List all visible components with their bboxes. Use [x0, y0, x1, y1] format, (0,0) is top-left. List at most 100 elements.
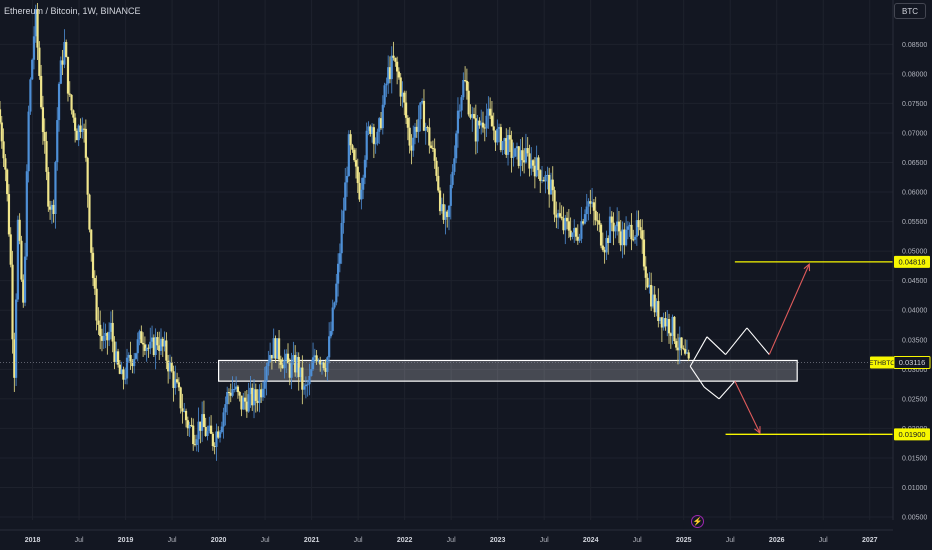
- candle-body: [424, 127, 427, 131]
- candle-body: [204, 426, 207, 436]
- candle-body: [265, 366, 268, 382]
- candle-body: [505, 138, 508, 155]
- candle-body: [2, 141, 5, 159]
- candle-body: [56, 120, 59, 163]
- candle-body: [685, 352, 689, 354]
- candle-body: [113, 341, 116, 363]
- candle-body: [179, 387, 182, 409]
- candle-body: [13, 339, 16, 378]
- projection-down-segment: [718, 380, 736, 400]
- candle-body: [460, 97, 463, 111]
- candle-body: [329, 331, 333, 337]
- candle-body: [50, 204, 53, 210]
- candle-body: [632, 239, 635, 241]
- level-lines: [0, 261, 893, 435]
- candle-body: [594, 210, 597, 221]
- candle-body: [36, 9, 39, 48]
- candle-body: [213, 446, 216, 448]
- candle-body: [369, 126, 372, 134]
- candle-body: [599, 224, 603, 246]
- candle-body: [303, 386, 306, 390]
- candle-body: [294, 355, 297, 373]
- candle-body: [226, 392, 229, 405]
- candle-body: [270, 355, 274, 359]
- candle-body: [531, 160, 535, 166]
- candle-body: [385, 83, 388, 86]
- candle-body: [431, 147, 435, 149]
- candle-body: [374, 143, 377, 145]
- candle-body: [41, 107, 45, 133]
- candle-body: [100, 336, 104, 341]
- candle-body: [419, 102, 422, 120]
- price-tick-label: 0.03500: [902, 337, 927, 344]
- candle-body: [444, 211, 447, 220]
- candle-body: [435, 160, 438, 176]
- candle-body: [542, 179, 545, 182]
- candle-body: [288, 363, 291, 378]
- candle-body: [127, 354, 130, 358]
- candle-body: [93, 278, 96, 289]
- candle-body: [281, 364, 284, 369]
- candle-body: [378, 118, 381, 132]
- candle-body: [582, 221, 585, 224]
- candle-body: [52, 204, 55, 215]
- candle-body: [20, 240, 23, 280]
- time-tick-label: Jul: [726, 537, 735, 544]
- candle-body: [623, 229, 626, 246]
- candle-body: [111, 322, 114, 342]
- candle-body: [129, 354, 132, 362]
- price-tick-label: 0.04000: [902, 308, 927, 315]
- candle-body: [370, 127, 374, 134]
- currency-button[interactable]: BTC: [894, 3, 926, 19]
- candle-body: [324, 368, 327, 372]
- candle-body: [177, 382, 180, 388]
- candle-body: [476, 120, 479, 142]
- time-tick-label: Jul: [261, 537, 270, 544]
- time-tick-label: 2025: [676, 537, 692, 544]
- candle-body: [75, 130, 79, 141]
- candle-body: [523, 160, 526, 163]
- time-tick-label: Jul: [168, 537, 177, 544]
- candle-body: [676, 347, 680, 351]
- candle-body: [433, 148, 436, 161]
- candle-body: [494, 130, 497, 143]
- candle-body: [57, 83, 61, 121]
- candle-body: [222, 412, 225, 427]
- candle-body: [383, 85, 386, 105]
- candle-body: [492, 126, 495, 131]
- candle-body: [560, 216, 563, 219]
- candle-body: [646, 277, 649, 288]
- candle-body: [168, 362, 172, 372]
- candle-body: [660, 317, 663, 328]
- candle-body: [644, 266, 647, 278]
- lightning-bolt-icon[interactable]: ⚡: [691, 515, 704, 528]
- candle-body: [65, 42, 68, 57]
- candle-body: [415, 126, 418, 132]
- candle-body: [458, 110, 461, 112]
- candle-body: [449, 184, 452, 206]
- candle-body: [38, 47, 41, 76]
- candle-body: [306, 384, 309, 386]
- candle-body: [276, 338, 279, 359]
- candle-body: [242, 397, 245, 410]
- candle-body: [574, 228, 578, 237]
- candle-body: [621, 229, 624, 246]
- candle-body: [238, 392, 241, 396]
- candle-body: [428, 127, 431, 146]
- symbol-tag: [870, 356, 894, 369]
- time-tick-label: Jul: [75, 537, 84, 544]
- time-tick-label: 2018: [25, 537, 41, 544]
- candle-body: [6, 169, 9, 195]
- time-tick-label: Jul: [447, 537, 456, 544]
- candle-body: [625, 229, 628, 246]
- candle-body: [277, 338, 281, 360]
- candle-body: [648, 284, 651, 288]
- candle-body: [304, 384, 307, 387]
- candle-body: [95, 288, 98, 321]
- candle-body: [124, 378, 127, 380]
- candle-body: [490, 115, 494, 127]
- price-tick-label: 0.02500: [902, 396, 927, 403]
- candle-body: [360, 189, 363, 200]
- level-price-label: 0.04818: [898, 257, 925, 266]
